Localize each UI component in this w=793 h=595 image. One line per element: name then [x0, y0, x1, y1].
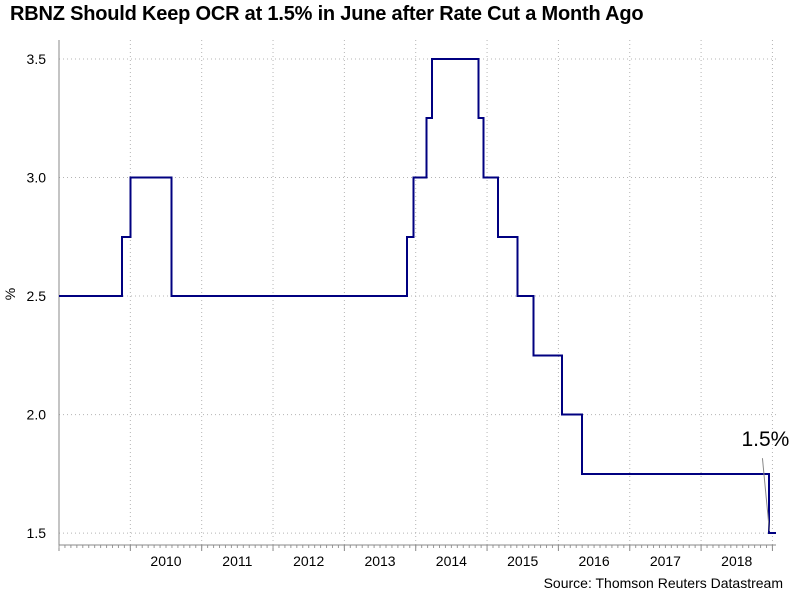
x-tick-label: 2013 [364, 553, 395, 569]
x-tick-label: 2012 [293, 553, 324, 569]
y-axis-label: % [2, 288, 18, 300]
x-tick-label: 2018 [721, 553, 752, 569]
y-tick-label: 1.5 [27, 525, 47, 541]
y-tick-label: 2.0 [27, 407, 47, 423]
x-tick-label: 2011 [222, 553, 252, 569]
x-axis-ticks: 2010 2011 2012 2013 2014 2015 2016 2017 2018 [150, 553, 752, 569]
annotation-leader-line [761, 458, 770, 532]
y-tick-label: 3.5 [27, 51, 47, 67]
x-tick-label: 2014 [436, 553, 467, 569]
source-note: Source: Thomson Reuters Datastream [543, 575, 783, 591]
x-tick-label: 2016 [578, 553, 609, 569]
y-tick-label: 3.0 [27, 170, 47, 186]
axes [58, 40, 776, 551]
series-line-ocr [59, 57, 776, 535]
annotation-label: 1.5% [741, 428, 789, 451]
series-layer [59, 57, 776, 535]
y-tick-label: 2.5 [27, 288, 47, 304]
x-tick-label: 2010 [150, 553, 181, 569]
y-axis-ticks: 1.5 2.0 2.5 3.0 3.5 [27, 51, 47, 541]
gridlines [58, 40, 776, 545]
x-tick-label: 2015 [507, 553, 538, 569]
chart-title: RBNZ Should Keep OCR at 1.5% in June aft… [10, 3, 644, 25]
x-tick-label: 2017 [650, 553, 681, 569]
annotation: 1.5% [741, 428, 789, 532]
